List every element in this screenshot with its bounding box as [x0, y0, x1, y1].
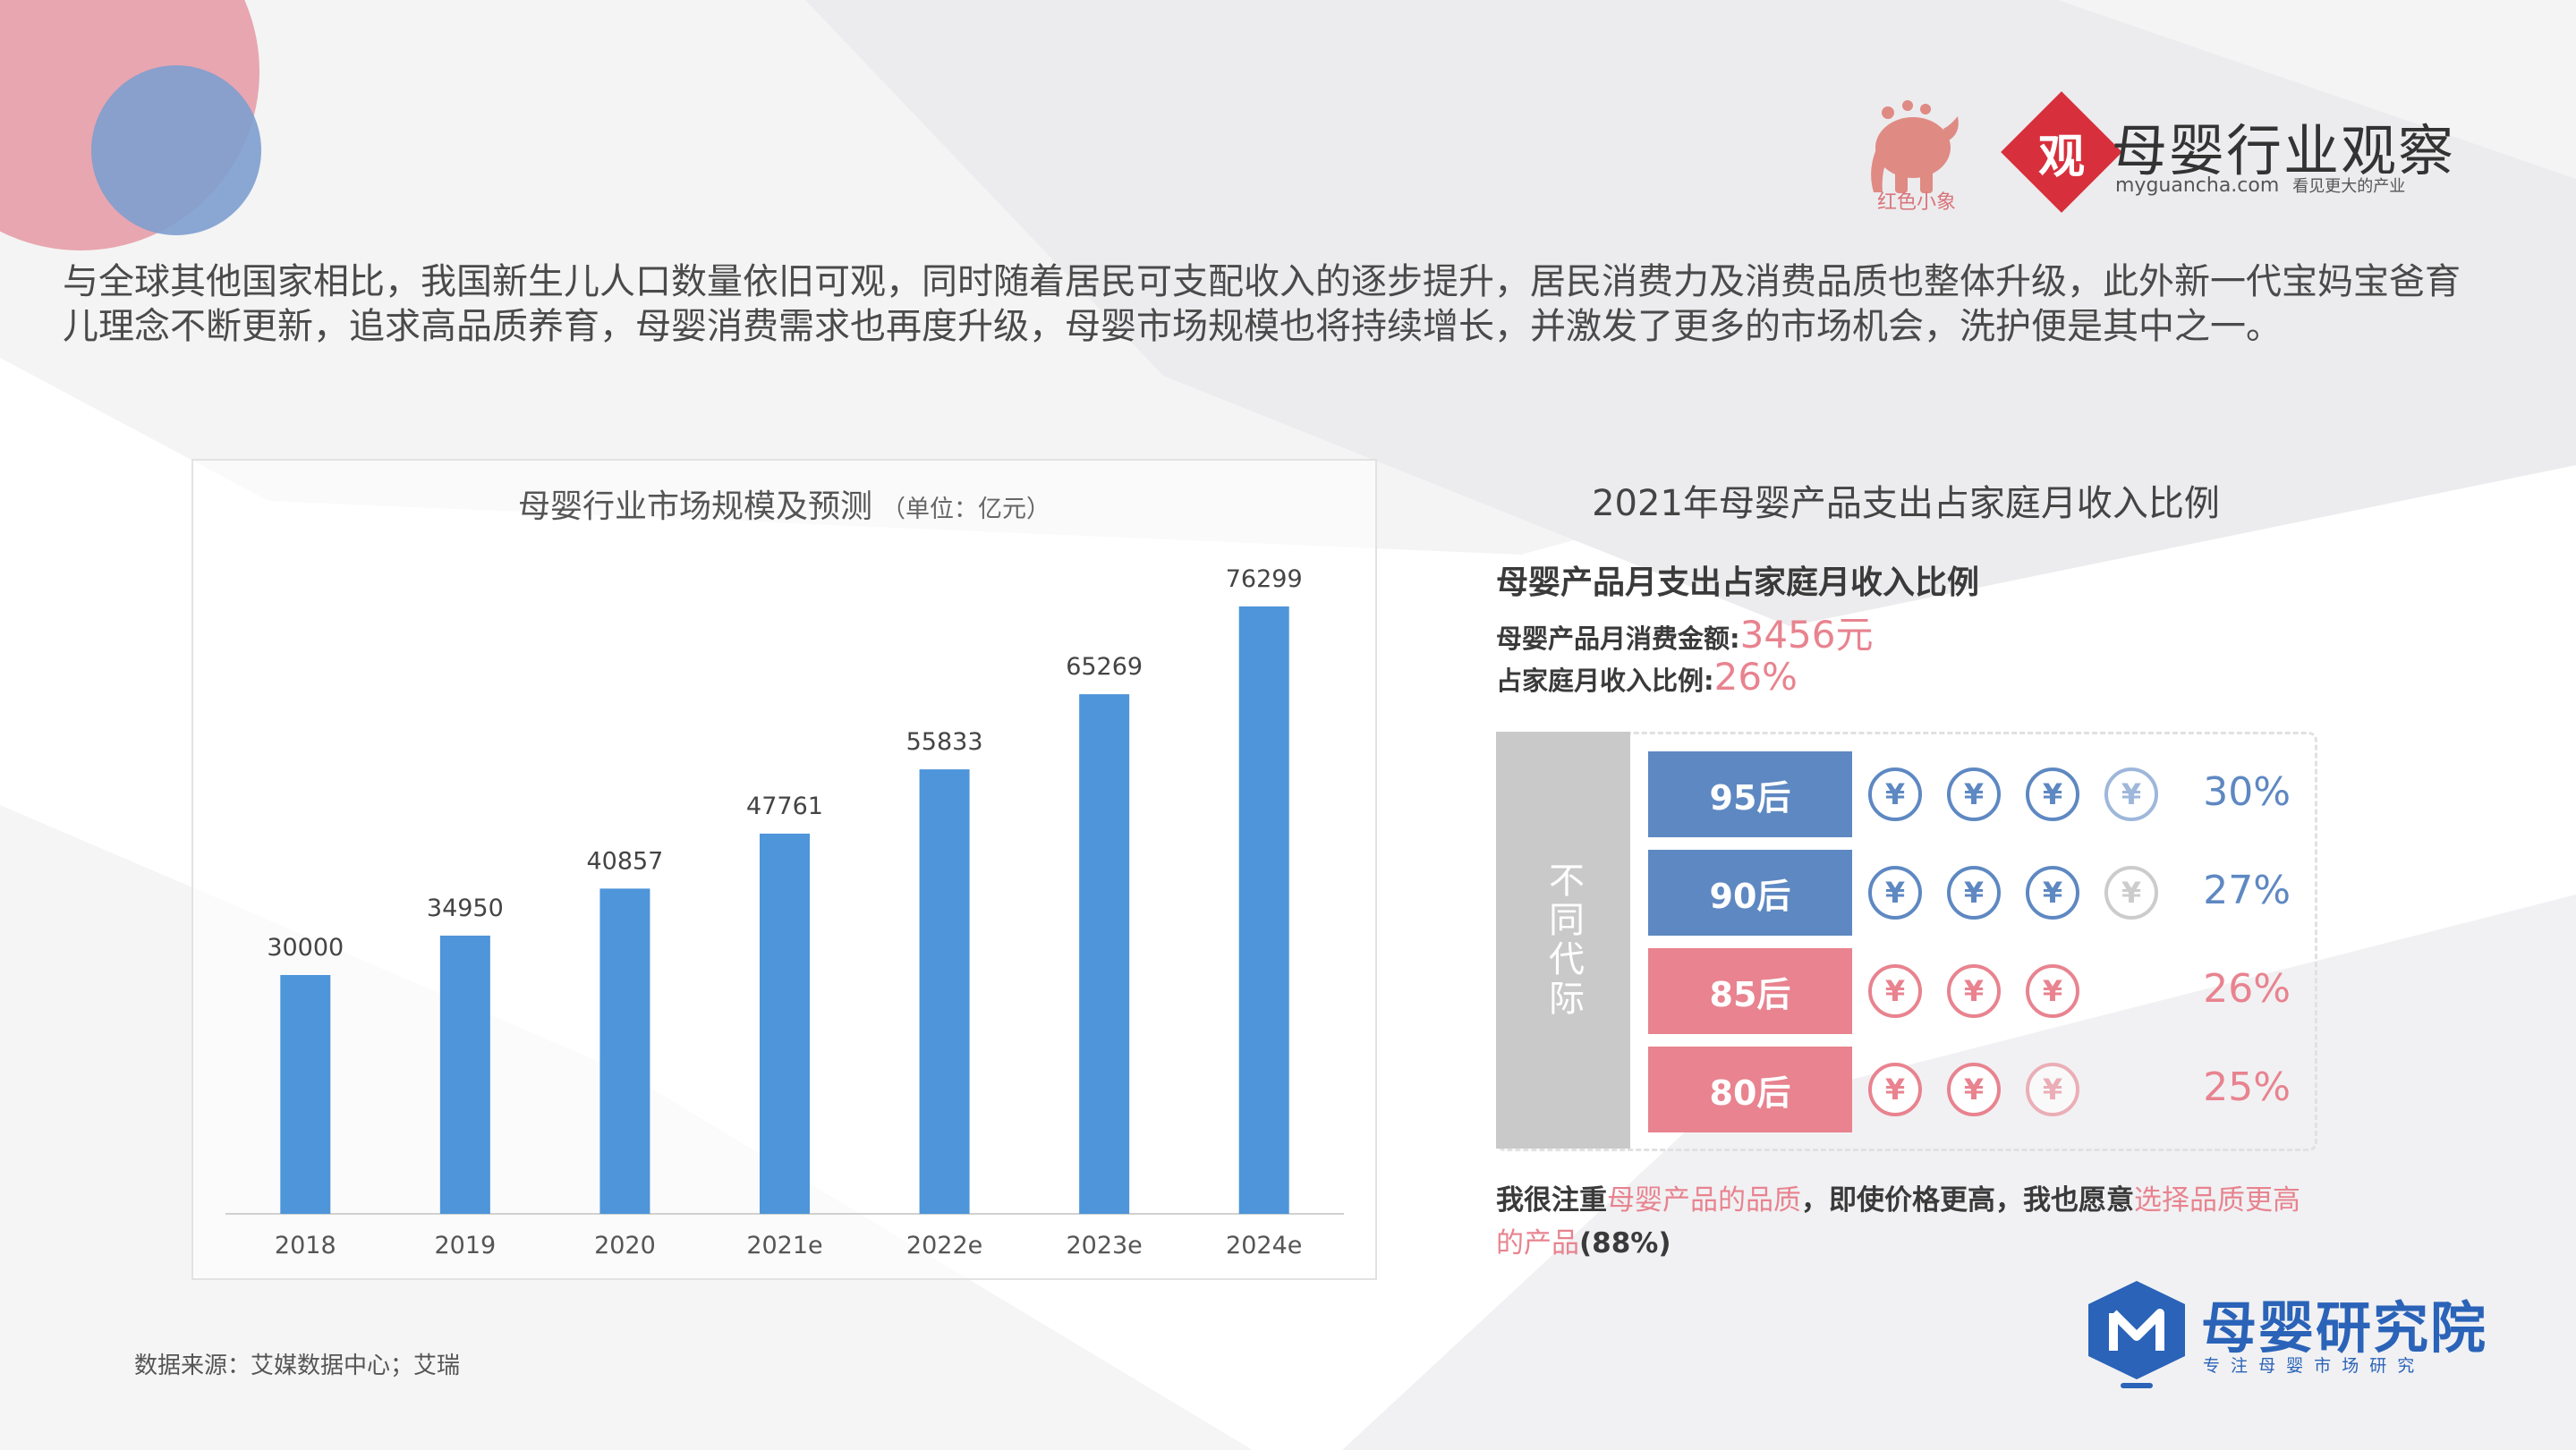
- coin-icon: ¥: [2026, 767, 2079, 821]
- data-label-2018: 30000: [267, 934, 344, 962]
- guancha-logo-char: 观: [2037, 130, 2085, 184]
- generation-pct-95后: 30%: [2203, 769, 2291, 815]
- coin-icon: ¥: [1868, 767, 1922, 821]
- right-panel-subheading: 母婴产品月支出占家庭月收入比例: [1496, 564, 1980, 601]
- x-tick-2021e: 2021e: [746, 1232, 822, 1259]
- bar-2021e: [760, 833, 810, 1214]
- institute-logo-icon: [2088, 1281, 2185, 1388]
- data-source: 数据来源：艾媒数据中心；艾瑞: [134, 1352, 461, 1379]
- data-label-2023e: 65269: [1066, 653, 1143, 681]
- right-panel-title: 2021年母婴产品支出占家庭月收入比例: [1592, 483, 2220, 524]
- generation-label-90后: 90后: [1648, 850, 1852, 936]
- quality-quote: 我很注重母婴产品的品质，即使价格更高，我也愿意选择品质更高的产品(88%): [1496, 1179, 2319, 1265]
- intro-paragraph: 与全球其他国家相比，我国新生儿人口数量依旧可观，同时随着居民可支配收入的逐步提升…: [63, 261, 2461, 347]
- quote-part-3: ，即使价格更高，我也愿意: [1801, 1184, 2134, 1217]
- coin-icon: ¥: [2104, 767, 2158, 821]
- coin-icon: ¥: [1947, 1063, 2001, 1116]
- spend-stat: 母婴产品月消费金额:3456元: [1496, 605, 1874, 659]
- data-label-2024e: 76299: [1226, 565, 1303, 593]
- guancha-logo-slogan: 看见更大的产业: [2292, 177, 2406, 196]
- coin-icon: ¥: [1868, 866, 1922, 920]
- ratio-label: 占家庭月收入比例:: [1496, 666, 1714, 696]
- generation-pct-80后: 25%: [2203, 1064, 2291, 1110]
- institute-logo-name: 母婴研究院: [2201, 1295, 2488, 1361]
- chart-unit: （单位：亿元）: [881, 496, 1050, 523]
- data-label-2022e: 55833: [906, 728, 983, 756]
- bar-2018: [280, 975, 331, 1214]
- generation-label-85后: 85后: [1648, 948, 1852, 1034]
- bar-2024e: [1238, 606, 1289, 1214]
- x-tick-2023e: 2023e: [1066, 1232, 1142, 1259]
- coin-icon: ¥: [1947, 866, 2001, 920]
- data-label-2020: 40857: [586, 847, 663, 875]
- spend-value: 3456元: [1739, 613, 1874, 657]
- coin-icon: ¥: [2026, 964, 2079, 1018]
- generation-pct-85后: 26%: [2203, 966, 2291, 1012]
- market-size-chart: 母婴行业市场规模及预测 （单位：亿元） 30000 2018 34950 2019 408…: [191, 459, 1377, 1280]
- elephant-logo-icon: [1871, 100, 1959, 193]
- bar-2023e: [1079, 694, 1130, 1214]
- data-label-2019: 34950: [427, 895, 504, 922]
- ratio-value: 26%: [1713, 655, 1798, 699]
- coin-icon: ¥: [1868, 964, 1922, 1018]
- quote-part-2: 母婴产品的品质: [1607, 1184, 1801, 1217]
- generation-side-label: 不同代际: [1496, 732, 1630, 1149]
- x-tick-2018: 2018: [275, 1232, 336, 1259]
- spend-label: 母婴产品月消费金额:: [1496, 623, 1740, 654]
- coin-icon: ¥: [2026, 1063, 2079, 1116]
- data-label-2021e: 47761: [746, 793, 823, 820]
- coin-icon: ¥: [2104, 866, 2158, 920]
- coin-icon: ¥: [1868, 1063, 1922, 1116]
- generation-label-95后: 95后: [1648, 751, 1852, 837]
- bar-chart-svg: 30000 2018 34950 2019 40857 2020 47761 2021e 558…: [225, 565, 1344, 1259]
- x-tick-2019: 2019: [434, 1232, 496, 1259]
- ratio-stat: 占家庭月收入比例:26%: [1496, 655, 1798, 699]
- coin-icon: ¥: [1947, 767, 2001, 821]
- generation-label-80后: 80后: [1648, 1047, 1852, 1132]
- guancha-logo-tagline: myguancha.com 看见更大的产业: [2115, 174, 2405, 197]
- guancha-logo-url: myguancha.com: [2115, 174, 2280, 197]
- quote-part-4: 选择品质更高的产品: [1496, 1184, 2300, 1259]
- generation-side-text: 不同代际: [1543, 861, 1584, 1019]
- generation-pct-90后: 27%: [2203, 868, 2291, 913]
- x-tick-2024e: 2024e: [1226, 1232, 1302, 1259]
- quote-part-5: (88%): [1579, 1227, 1671, 1259]
- bar-2019: [439, 935, 490, 1214]
- coin-icon: ¥: [1947, 964, 2001, 1018]
- chart-title: 母婴行业市场规模及预测 （单位：亿元）: [193, 480, 1375, 527]
- coin-icon: ¥: [2026, 866, 2079, 920]
- elephant-logo-text: 红色小象: [1876, 191, 1956, 214]
- x-tick-2020: 2020: [594, 1232, 656, 1259]
- bar-2022e: [919, 769, 970, 1214]
- bar-2020: [599, 888, 650, 1214]
- guancha-logo-name: 母婴行业观察: [2112, 118, 2456, 183]
- quote-part-1: 我很注重: [1496, 1184, 1607, 1217]
- x-tick-2022e: 2022e: [906, 1232, 982, 1259]
- institute-logo-slogan: 专 注 母 婴 市 场 研 究: [2203, 1356, 2418, 1376]
- chart-title-text: 母婴行业市场规模及预测: [517, 488, 872, 525]
